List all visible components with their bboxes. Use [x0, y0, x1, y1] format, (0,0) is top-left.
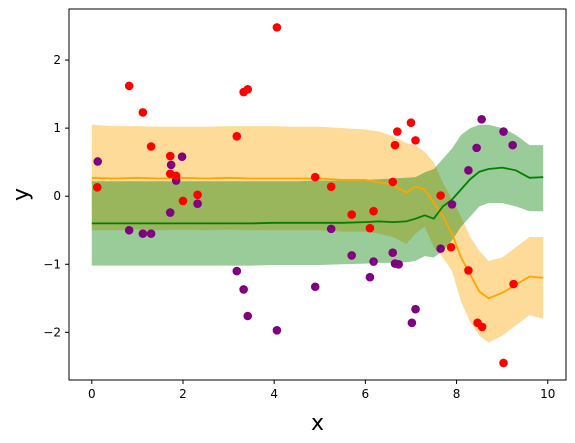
purple-data-point	[146, 229, 156, 238]
purple-data-point	[394, 259, 403, 269]
purple-data-point	[177, 152, 187, 162]
red-data-point	[411, 136, 420, 145]
y-axis-label: y	[9, 188, 34, 201]
green-uncertainty-band	[91, 124, 544, 266]
green-mean-line	[91, 166, 544, 225]
y-tick-label: −1	[43, 257, 61, 271]
purple-data-point	[477, 114, 486, 124]
red-data-point	[92, 183, 102, 192]
purple-data-point	[93, 157, 103, 166]
x-tick-label: 8	[453, 387, 461, 401]
red-data-point	[232, 131, 242, 141]
red-data-point	[347, 210, 356, 219]
purple-data-point	[239, 285, 248, 294]
red-data-point	[388, 177, 398, 187]
purple-data-point	[347, 251, 356, 260]
red-data-point	[171, 171, 181, 181]
purple-data-point	[193, 199, 202, 208]
x-tick-label: 6	[362, 387, 370, 401]
x-tick-label: 2	[179, 387, 187, 401]
purple-data-point	[436, 244, 445, 253]
x-axis-ticks: 0 2 4 6 8 10	[88, 380, 555, 401]
purple-data-point	[472, 143, 481, 153]
purple-data-point	[310, 282, 320, 292]
y-tick-label: 1	[53, 121, 61, 135]
purple-data-point	[407, 318, 417, 328]
x-tick-label: 10	[540, 387, 555, 401]
x-axis-label: x	[311, 411, 324, 436]
purple-data-point	[508, 140, 517, 150]
red-data-point	[499, 358, 508, 368]
red-data-point	[446, 242, 456, 252]
purple-data-point	[499, 127, 508, 136]
purple-data-point	[243, 311, 253, 321]
red-data-point	[310, 172, 320, 182]
red-data-point	[509, 279, 518, 289]
plot-area	[91, 23, 544, 368]
red-data-point	[392, 127, 402, 136]
red-data-point	[406, 118, 416, 127]
red-data-point	[146, 142, 156, 151]
red-data-point	[464, 266, 473, 275]
purple-data-point	[272, 326, 282, 335]
red-data-point	[178, 196, 188, 206]
purple-data-point	[138, 229, 148, 238]
red-data-point	[390, 140, 400, 150]
purple-data-point	[447, 200, 457, 209]
purple-data-point	[464, 166, 473, 175]
red-data-point	[369, 206, 378, 216]
y-axis-ticks: −2 −1 0 1 2	[43, 53, 69, 339]
y-tick-label: 0	[53, 189, 61, 203]
red-data-point	[477, 322, 487, 332]
purple-data-point	[232, 266, 242, 276]
purple-data-point	[166, 160, 176, 170]
red-data-point	[243, 85, 253, 94]
red-data-point	[272, 23, 282, 32]
red-data-point	[193, 190, 202, 200]
purple-data-point	[365, 272, 375, 282]
purple-data-point	[124, 225, 134, 235]
red-data-point	[326, 182, 336, 191]
red-data-point	[365, 223, 375, 233]
y-tick-label: 2	[53, 53, 61, 67]
purple-data-point	[388, 248, 398, 258]
purple-data-point	[165, 208, 175, 217]
purple-data-point	[326, 224, 336, 234]
purple-data-point	[411, 304, 420, 314]
axes-frame	[68, 8, 567, 381]
purple-data-point	[369, 257, 378, 266]
x-tick-label: 0	[88, 387, 96, 401]
red-data-point	[436, 191, 445, 200]
red-data-point	[165, 151, 175, 161]
scatter-points	[92, 23, 518, 368]
red-data-point	[124, 81, 134, 91]
red-data-point	[138, 108, 148, 117]
x-tick-label: 4	[270, 387, 278, 401]
y-tick-label: −2	[43, 325, 61, 339]
